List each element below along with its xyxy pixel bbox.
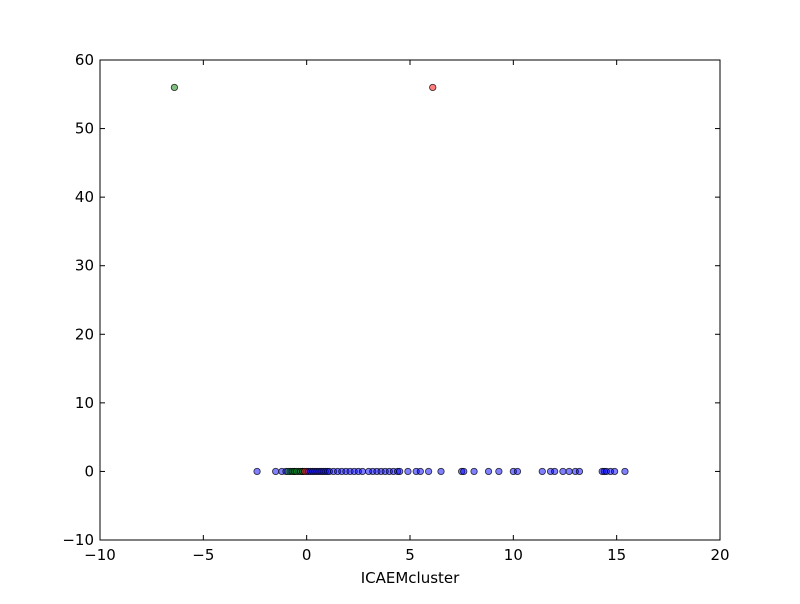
y-tick-label: 30 [75, 257, 94, 275]
x-tick-label: 15 [607, 546, 626, 564]
tick-labels-layer: −10 −5 0 5 10 15 20 −10 0 10 20 30 40 50 60 [62, 51, 729, 564]
scatter-point [565, 467, 573, 476]
y-tick-label: 0 [84, 462, 94, 480]
scatter-point [495, 467, 503, 476]
x-tick-label: −10 [84, 546, 116, 564]
scatter-point [610, 467, 619, 476]
scatter-point [429, 83, 437, 92]
scatter-series-3 [300, 83, 437, 476]
scatter-point [621, 467, 629, 476]
scatter-point [272, 467, 280, 476]
scatter-point [460, 467, 468, 476]
scatter-point [437, 467, 445, 476]
scatter-point [170, 83, 178, 92]
scatter-point [358, 467, 367, 476]
y-tick-label: 20 [75, 325, 94, 343]
scatter-point [513, 467, 522, 476]
y-tick-label: −10 [62, 531, 94, 549]
points-layer [170, 83, 629, 476]
scatter-point [559, 467, 567, 476]
scatter-point [575, 467, 584, 476]
scatter-point [416, 467, 424, 476]
scatter-point [538, 467, 546, 476]
x-tick-label: 10 [504, 546, 523, 564]
scatter-series-1 [253, 467, 629, 476]
x-tick-label: 0 [302, 546, 312, 564]
x-tick-label: 5 [405, 546, 415, 564]
x-axis-label: ICAEMcluster [361, 569, 460, 587]
scatter-point [551, 467, 559, 476]
scatter-point [424, 467, 433, 476]
scatter-point [253, 467, 261, 476]
y-tick-label: 60 [75, 51, 94, 69]
x-tick-label: 20 [710, 546, 729, 564]
scatter-point [484, 467, 493, 476]
scatter-series-2 [170, 83, 307, 476]
ticks-layer [99, 59, 721, 541]
scatter-point [300, 467, 309, 476]
y-tick-label: 50 [75, 120, 94, 138]
plot-area-frame [99, 59, 721, 541]
y-tick-label: 40 [75, 188, 94, 206]
y-tick-label: 10 [75, 394, 94, 412]
scatter-point [404, 467, 412, 476]
scatter-point [396, 467, 404, 476]
scatter-point [470, 467, 478, 476]
x-tick-label: −5 [192, 546, 214, 564]
